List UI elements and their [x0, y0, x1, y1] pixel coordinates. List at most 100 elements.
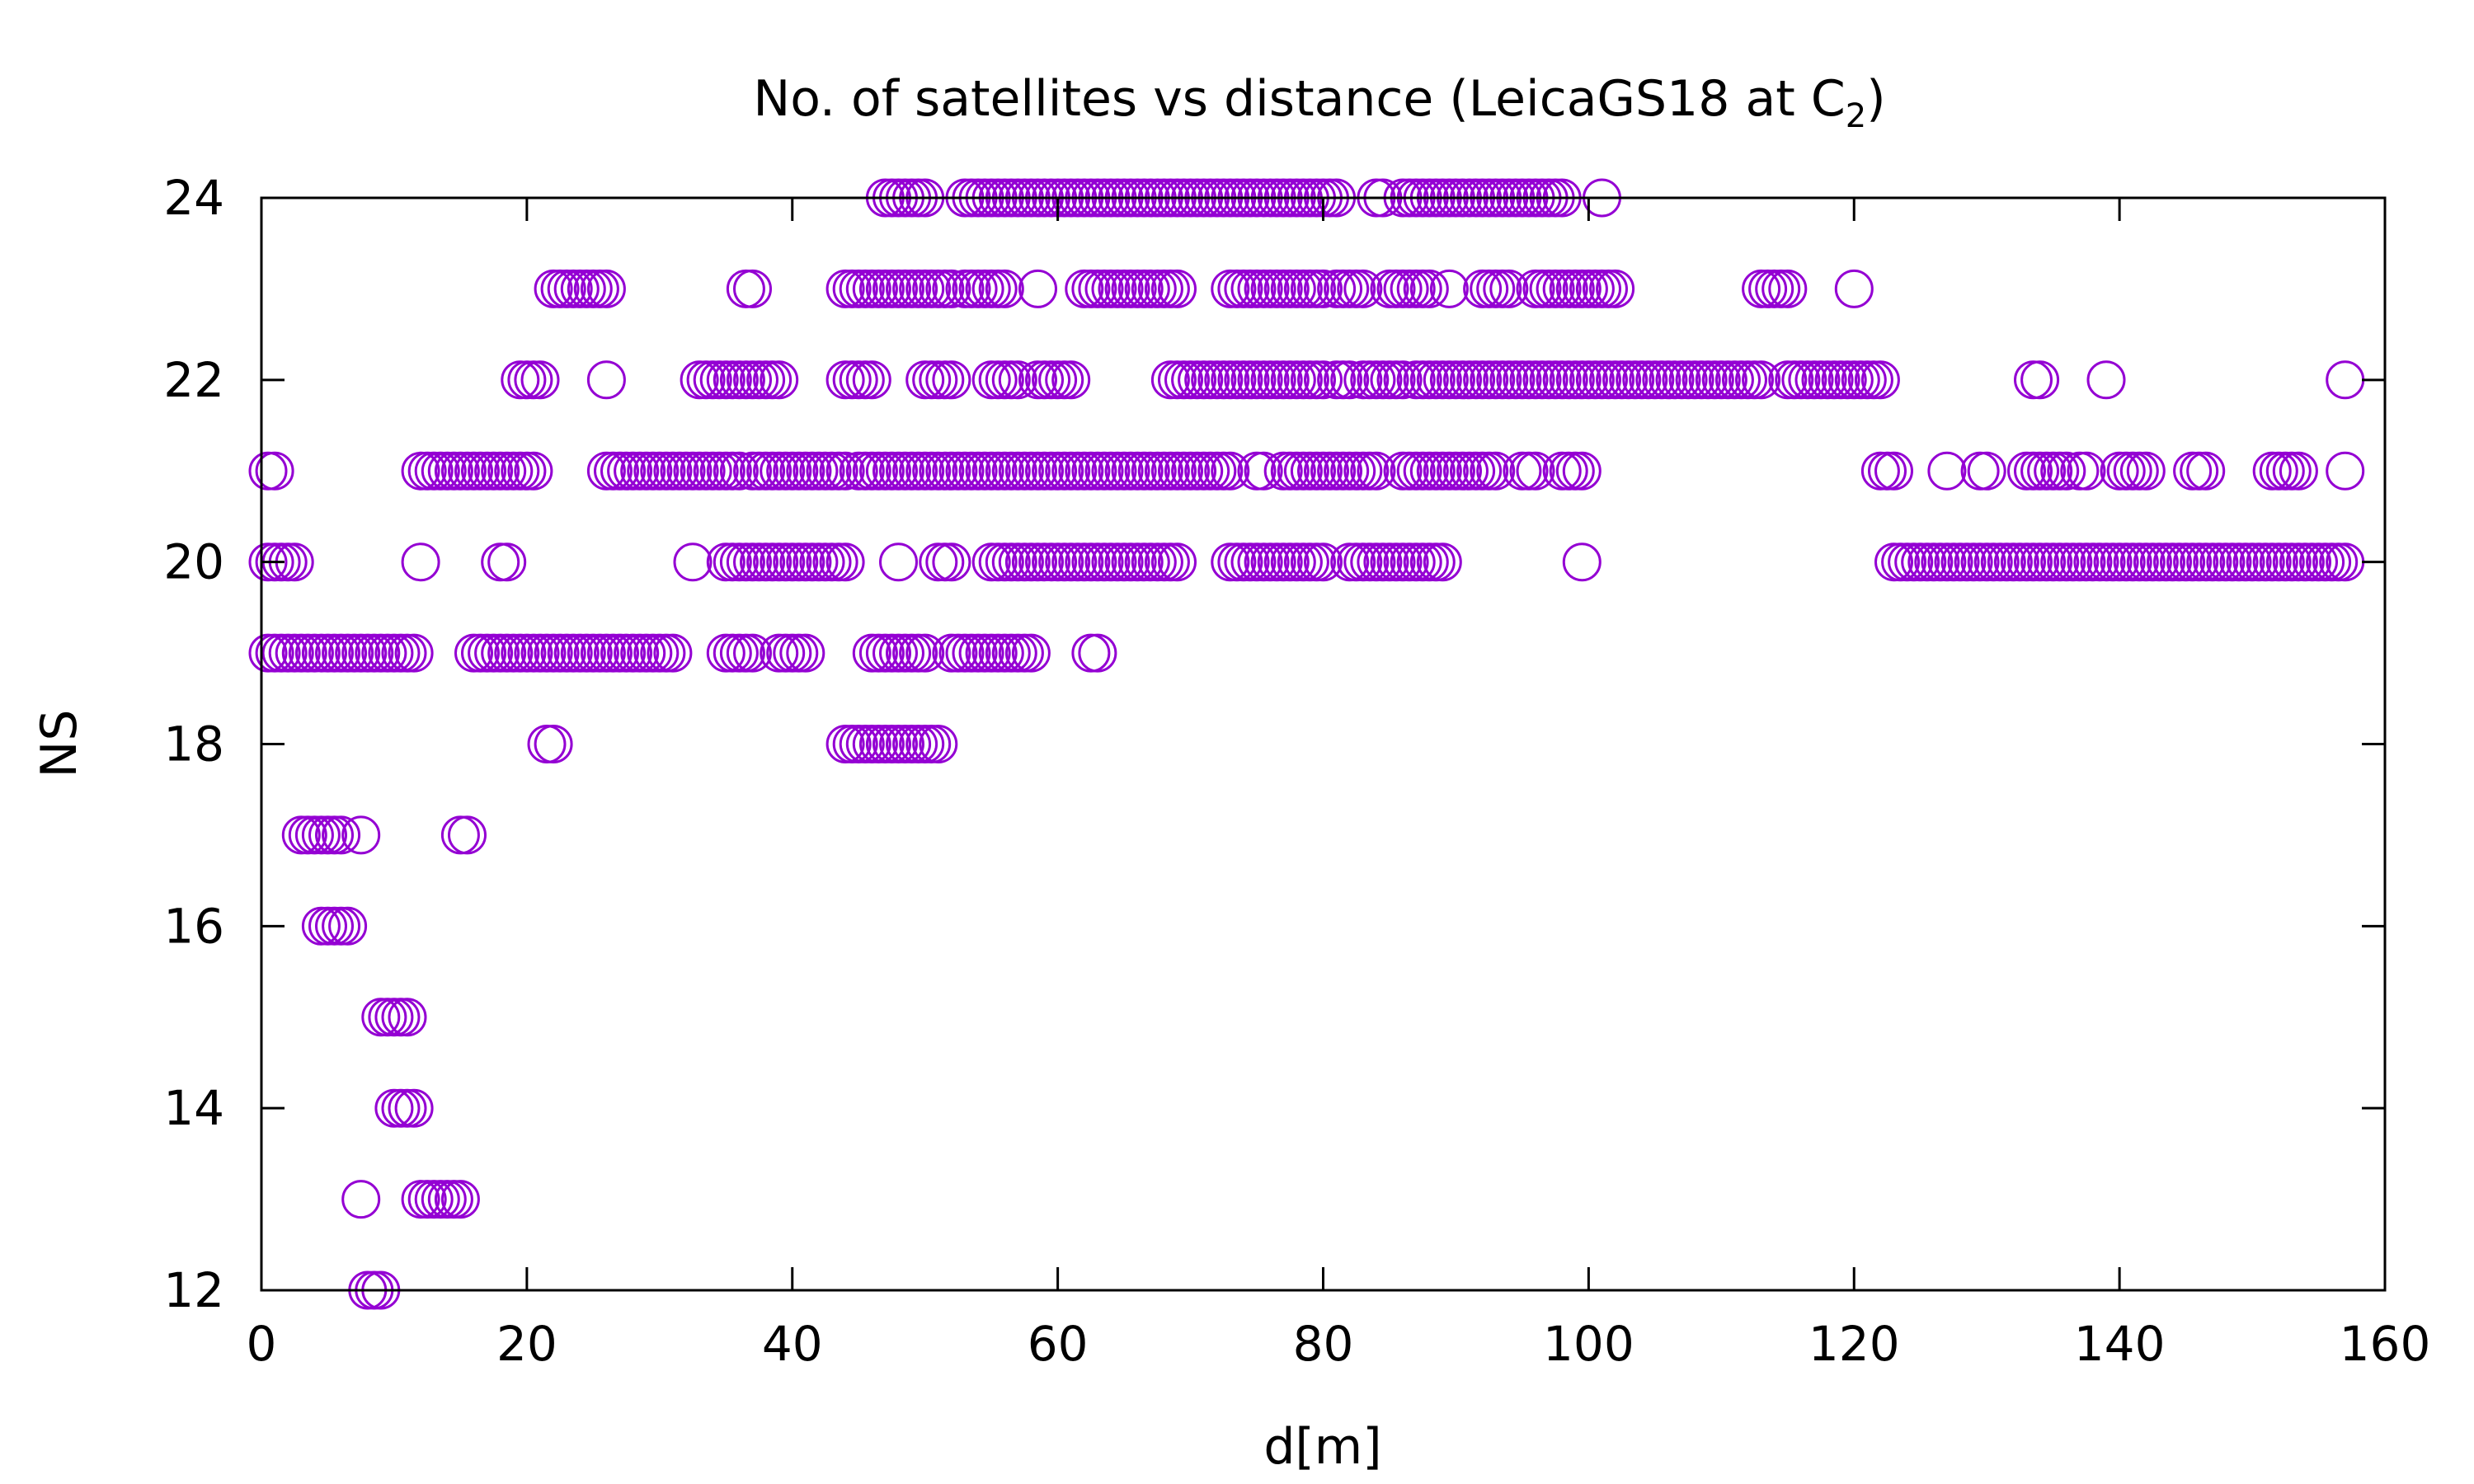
data-point [1429, 269, 1469, 308]
data-point [760, 360, 799, 400]
data-point [341, 815, 381, 855]
data-point [733, 269, 772, 308]
data-point [1516, 451, 1555, 491]
data-point [2326, 360, 2365, 400]
data-points [248, 178, 2365, 1310]
data-point [985, 269, 1024, 308]
y-tick-label: 22 [163, 352, 224, 408]
chart-title: No. of satellites vs distance (LeicaGS18… [753, 70, 1885, 135]
x-tick-label: 0 [247, 1316, 277, 1372]
x-tick-label: 160 [2340, 1316, 2431, 1372]
data-point [1383, 360, 1423, 400]
data-point [255, 451, 294, 491]
y-tick-label: 20 [163, 534, 224, 590]
data-point [440, 1180, 480, 1219]
axis-ticks: 0 20 40 60 80 100 120 140 160 12 14 16 18 20 22 24 [163, 170, 2430, 1372]
data-point [401, 542, 440, 582]
data-point [487, 542, 527, 582]
data-point [520, 360, 560, 400]
x-tick-label: 20 [496, 1316, 557, 1372]
data-point [653, 633, 693, 673]
data-point [328, 906, 368, 946]
data-point [1834, 269, 1874, 308]
data-point [514, 451, 553, 491]
y-axis-label: NS [31, 710, 88, 778]
data-point [1562, 451, 1602, 491]
data-point [448, 815, 487, 855]
x-tick-label: 80 [1293, 1316, 1354, 1372]
data-point [1927, 451, 1967, 491]
data-point [998, 360, 1037, 400]
data-point [1011, 633, 1051, 673]
data-point [1409, 269, 1449, 308]
data-point [2186, 451, 2226, 491]
data-point [879, 542, 918, 582]
data-point [1158, 269, 1197, 308]
x-tick-label: 120 [1808, 1316, 1900, 1372]
data-point [825, 451, 865, 491]
data-point [1768, 269, 1808, 308]
data-point [1562, 542, 1602, 582]
data-point [2067, 451, 2106, 491]
data-point [534, 725, 573, 763]
data-point [1423, 542, 1462, 582]
data-point [1967, 451, 2006, 491]
data-point [2047, 451, 2086, 491]
data-point [394, 1088, 434, 1128]
data-point [1304, 542, 1343, 582]
data-point [388, 998, 427, 1037]
data-point [1742, 360, 1781, 400]
data-point [719, 451, 759, 491]
data-point [1158, 542, 1197, 582]
data-point [932, 542, 971, 582]
chart-title-subscript: 2 [1846, 97, 1866, 135]
data-point [1476, 451, 1516, 491]
data-point [1874, 451, 1913, 491]
data-point [1343, 269, 1383, 308]
y-tick-label: 16 [163, 898, 224, 954]
data-point [786, 633, 825, 673]
data-point [1489, 269, 1529, 308]
data-point [733, 633, 772, 673]
data-point [932, 269, 971, 308]
data-point [1330, 360, 1370, 400]
plot-frame [260, 196, 2387, 1292]
x-tick-label: 60 [1028, 1316, 1089, 1372]
data-point [1051, 360, 1091, 400]
data-point [322, 815, 361, 855]
data-point [1018, 269, 1057, 308]
x-tick-label: 140 [2074, 1316, 2166, 1372]
data-point [586, 360, 626, 400]
data-point [2126, 451, 2166, 491]
x-tick-label: 100 [1543, 1316, 1634, 1372]
data-point [852, 360, 891, 400]
y-tick-label: 14 [163, 1080, 224, 1136]
data-point [2326, 451, 2365, 491]
data-point [394, 633, 434, 673]
x-axis-label: d[m] [1263, 1418, 1381, 1476]
data-point [1596, 269, 1635, 308]
data-point [932, 360, 971, 400]
data-point [1860, 360, 1900, 400]
chart-title-end: ) [1866, 70, 1885, 128]
data-point [2086, 360, 2126, 400]
data-point [1211, 451, 1250, 491]
y-tick-label: 12 [163, 1262, 224, 1318]
data-point [825, 542, 865, 582]
data-point [905, 633, 945, 673]
data-point [1078, 633, 1117, 673]
x-tick-label: 40 [762, 1316, 823, 1372]
data-point [673, 542, 713, 582]
data-point [919, 725, 958, 763]
data-point [341, 1180, 381, 1219]
data-point [2020, 360, 2060, 400]
data-point [1357, 451, 1396, 491]
y-tick-label: 18 [163, 716, 224, 773]
data-point [1304, 360, 1343, 400]
data-point [1244, 451, 1283, 491]
y-tick-label: 24 [163, 170, 224, 226]
data-point [1304, 269, 1343, 308]
data-point [2279, 451, 2318, 491]
data-point [586, 269, 626, 308]
